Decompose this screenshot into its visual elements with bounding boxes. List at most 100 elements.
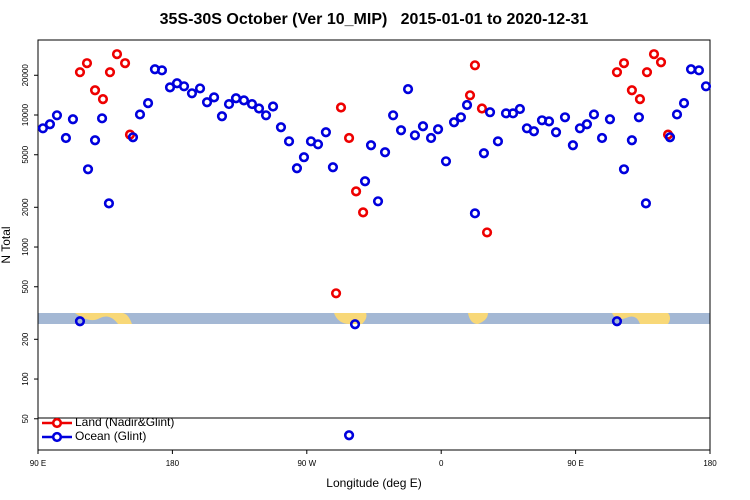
data-point <box>469 60 481 71</box>
data-point <box>581 119 593 130</box>
data-point <box>700 81 712 92</box>
data-point <box>260 110 272 121</box>
data-point <box>156 65 168 76</box>
data-point <box>425 132 437 144</box>
data-point <box>349 319 361 330</box>
legend-marker <box>51 417 63 429</box>
data-point <box>359 176 371 187</box>
map-strip <box>38 313 710 324</box>
x-tick-label: 90 E <box>567 459 583 468</box>
y-tick-label: 10000 <box>21 103 30 126</box>
data-point <box>478 148 490 159</box>
data-point <box>186 88 198 99</box>
data-point <box>678 98 690 109</box>
data-point <box>655 57 667 68</box>
data-point <box>626 85 637 96</box>
data-point <box>448 117 460 128</box>
data-point <box>230 93 242 104</box>
data-point <box>208 92 220 103</box>
data-point <box>357 207 369 218</box>
x-tick-label: 180 <box>166 459 180 468</box>
data-point <box>567 140 579 151</box>
data-point <box>611 67 623 78</box>
data-point <box>640 198 652 209</box>
plot-frame <box>37 39 711 451</box>
data-point <box>320 127 332 138</box>
data-point <box>550 127 562 138</box>
data-point <box>476 103 488 114</box>
data-point <box>178 81 190 92</box>
data-point <box>312 139 324 150</box>
data-point <box>611 316 623 327</box>
data-point <box>648 49 660 60</box>
data-point <box>604 114 616 125</box>
data-point <box>343 430 355 441</box>
data-point <box>89 135 101 146</box>
data-point <box>96 113 108 124</box>
chart-title: 35S-30S October (Ver 10_MIP) 2015-01-01 … <box>160 11 589 28</box>
y-tick-label: 2000 <box>21 198 30 216</box>
data-point <box>253 103 265 114</box>
data-point <box>685 64 697 75</box>
data-point <box>60 132 72 144</box>
y-tick-label: 200 <box>21 332 30 346</box>
y-tick-label: 1000 <box>21 238 30 256</box>
y-axis-label: N Total <box>0 226 13 263</box>
data-point <box>588 109 600 120</box>
data-point <box>74 67 86 78</box>
data-point <box>104 67 116 78</box>
data-point <box>134 109 146 120</box>
data-point <box>223 98 235 110</box>
data-point <box>275 122 287 133</box>
data-point <box>432 124 444 135</box>
data-point <box>343 132 355 144</box>
data-point <box>164 82 176 93</box>
data-point <box>455 112 467 123</box>
data-point <box>464 90 476 101</box>
data-point <box>388 110 399 121</box>
data-point <box>372 196 384 207</box>
data-point <box>469 208 481 219</box>
data-point <box>633 112 645 123</box>
data-point <box>417 121 429 132</box>
data-point <box>119 58 131 69</box>
data-point <box>395 125 407 136</box>
data-point <box>574 123 586 134</box>
data-point <box>481 227 493 238</box>
data-point <box>461 99 473 111</box>
x-axis-label: Longitude (deg E) <box>326 476 421 490</box>
x-tick-label: 0 <box>439 459 444 468</box>
data-point <box>194 83 206 94</box>
data-point <box>44 119 56 130</box>
data-point <box>238 95 250 106</box>
data-point <box>365 140 377 151</box>
data-point <box>216 111 228 122</box>
data-point <box>379 147 391 158</box>
y-tick-label: 5000 <box>21 145 30 163</box>
data-point <box>641 67 653 78</box>
data-point <box>618 164 630 175</box>
x-tick-label: 180 <box>703 459 717 468</box>
data-point <box>528 126 540 137</box>
x-tick-label: 90 W <box>297 459 316 468</box>
data-point <box>298 152 310 163</box>
data-point <box>89 85 101 96</box>
data-point <box>267 101 279 112</box>
data-point <box>111 49 123 60</box>
data-point <box>103 198 115 209</box>
data-point <box>492 136 504 147</box>
legend-label: Ocean (Glint) <box>75 429 146 443</box>
data-point <box>409 130 421 141</box>
data-point <box>664 132 676 143</box>
data-point <box>74 316 86 327</box>
data-point <box>67 114 79 125</box>
data-point <box>514 103 525 115</box>
data-point <box>618 58 630 69</box>
data-point <box>543 116 555 127</box>
y-tick-label: 500 <box>21 280 30 294</box>
data-point <box>330 288 342 299</box>
data-point <box>127 132 139 143</box>
y-tick-label: 100 <box>21 372 30 386</box>
legend-marker <box>51 431 63 443</box>
